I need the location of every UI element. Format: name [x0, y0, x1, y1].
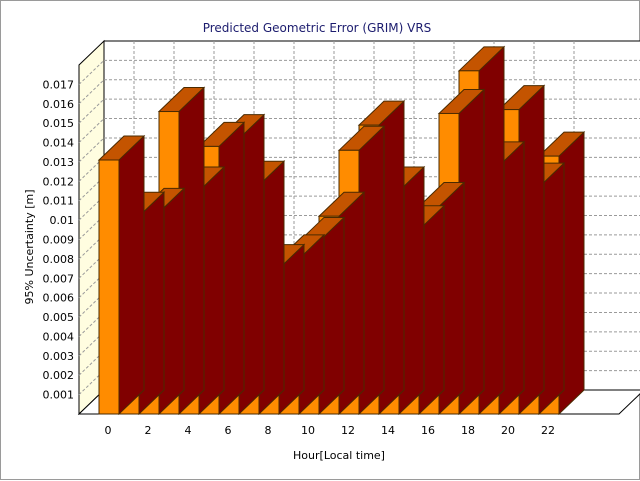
y-tick-label: 0.01 — [50, 214, 75, 227]
chart-title: Predicted Geometric Error (GRIM) VRS — [203, 21, 432, 35]
y-tick-label: 0.002 — [43, 369, 75, 382]
x-tick-label: 4 — [185, 424, 192, 437]
gridline-left — [78, 215, 105, 240]
x-tick-label: 12 — [341, 424, 355, 437]
gridline-left — [78, 253, 105, 279]
x-tick-label: 8 — [265, 424, 272, 437]
y-tick-label: 0.017 — [43, 78, 75, 91]
bars — [97, 45, 586, 416]
x-tick-label: 6 — [225, 424, 232, 437]
x-tick-label: 18 — [461, 424, 475, 437]
gridline-left — [78, 331, 105, 357]
gridline-left — [78, 118, 105, 143]
y-tick-label: 0.006 — [43, 292, 75, 305]
y-tick-label: 0.007 — [43, 272, 75, 285]
y-tick-label: 0.003 — [43, 350, 75, 363]
bar — [97, 134, 146, 416]
x-axis-ticks: 0 2 4 6 8 10 12 14 16 18 20 22 — [105, 424, 556, 437]
y-tick-label: 0.004 — [43, 330, 75, 343]
y-tick-label: 0.012 — [43, 175, 75, 188]
gridline-left — [78, 98, 105, 124]
x-tick-label: 16 — [421, 424, 435, 437]
y-tick-label: 0.014 — [43, 137, 75, 150]
gridline-left — [78, 292, 105, 318]
gridline-left — [78, 60, 105, 85]
y-axis-ticks: 0.001 0.002 0.003 0.004 0.005 0.006 0.007 0.008… — [43, 78, 75, 401]
x-tick-label: 20 — [501, 424, 515, 437]
y-tick-label: 0.016 — [43, 98, 75, 111]
gridline-left — [78, 156, 105, 182]
y-tick-label: 0.001 — [43, 389, 75, 402]
x-tick-label: 0 — [105, 424, 112, 437]
gridline-left — [78, 273, 105, 299]
y-axis-label: 95% Uncertainty [m] — [23, 189, 36, 304]
gridline-left — [78, 370, 105, 395]
x-tick-label: 14 — [381, 424, 395, 437]
x-tick-label: 2 — [145, 424, 152, 437]
gridline-left — [78, 79, 105, 105]
y-tick-label: 0.011 — [43, 195, 75, 208]
y-tick-label: 0.009 — [43, 234, 75, 247]
y-tick-label: 0.013 — [43, 156, 75, 169]
gridline-left — [78, 176, 105, 202]
bar-side — [118, 134, 145, 416]
bar — [157, 86, 206, 416]
gridline-left — [78, 234, 105, 260]
bar-front — [98, 159, 120, 415]
gridline-left — [78, 312, 105, 337]
x-tick-label: 22 — [541, 424, 555, 437]
x-axis-label: Hour[Local time] — [293, 449, 385, 462]
y-tick-label: 0.015 — [43, 117, 75, 130]
gridline-left — [78, 350, 105, 376]
y-tick-label: 0.008 — [43, 253, 75, 266]
x-tick-label: 10 — [301, 424, 315, 437]
gridline-left — [78, 137, 105, 163]
y-tick-label: 0.005 — [43, 311, 75, 324]
gridline-left — [78, 195, 105, 221]
